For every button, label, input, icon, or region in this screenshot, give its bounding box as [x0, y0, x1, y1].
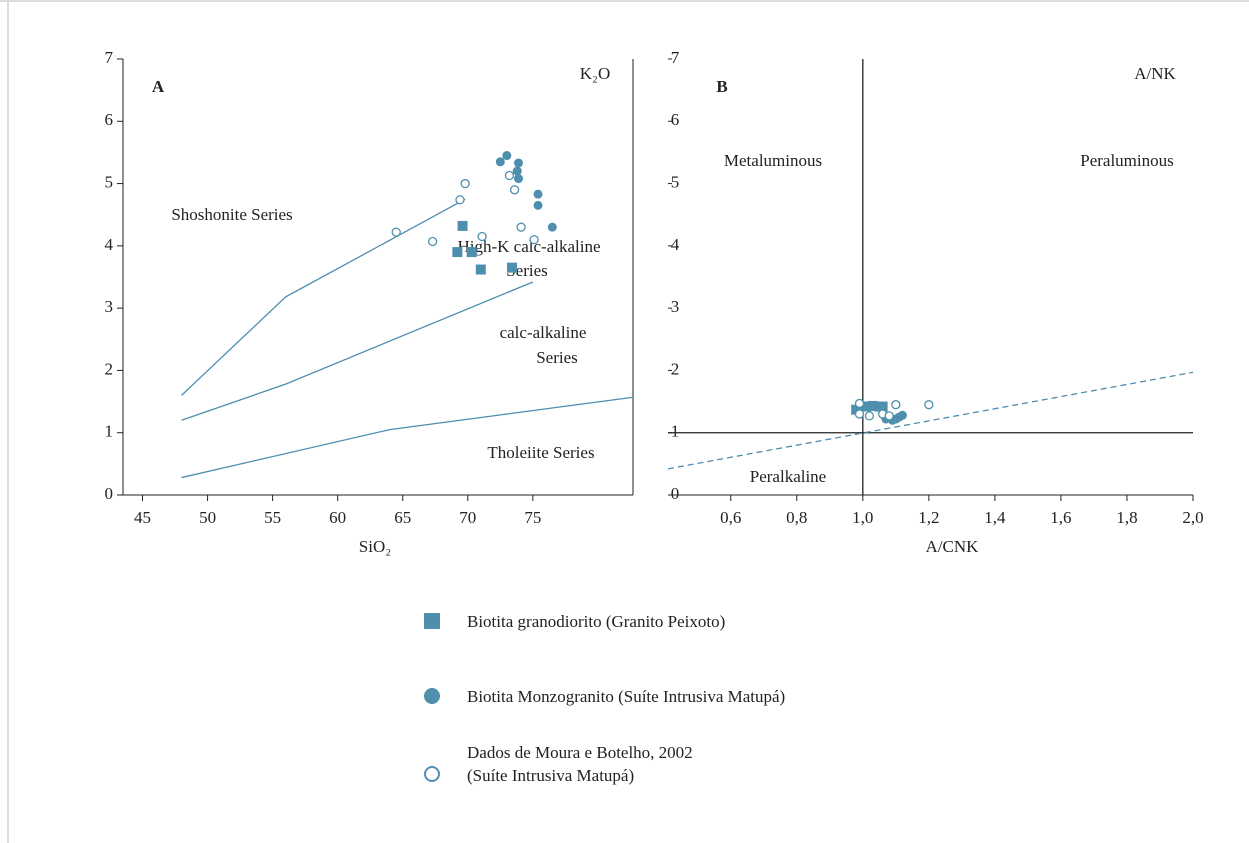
annotation: A	[152, 77, 165, 96]
point	[514, 158, 524, 168]
x-tick-label: 1,6	[1050, 508, 1071, 527]
x-tick-label: 0,8	[786, 508, 807, 527]
point	[861, 401, 872, 412]
boundary-line	[181, 396, 634, 479]
x-tick-label: 1,2	[918, 508, 939, 527]
y-tick-label: 3	[671, 297, 680, 316]
point	[884, 411, 894, 421]
y-tick-label: 5	[105, 172, 114, 191]
y-tick-label: 5	[671, 172, 680, 191]
point	[460, 178, 470, 189]
point	[507, 262, 518, 273]
annotation: Peraluminous	[1080, 151, 1174, 170]
annotation: Metaluminous	[724, 151, 822, 170]
y-tick-label: 0	[671, 484, 680, 503]
x-tick-label: 1,0	[852, 508, 873, 527]
legend-marker	[424, 766, 440, 782]
y-tick-label: 3	[105, 297, 114, 316]
legend-label: Biotita granodiorito (Granito Peixoto)	[467, 612, 726, 631]
x-tick-label: 2,0	[1182, 508, 1203, 527]
point	[529, 234, 539, 245]
y-tick-label: 2	[105, 359, 114, 378]
boundary-line	[181, 198, 466, 396]
point	[533, 200, 543, 210]
y-tick-label: 0	[105, 484, 114, 503]
x-tick-label: 0,6	[720, 508, 741, 527]
point	[854, 398, 865, 409]
point	[502, 151, 512, 161]
x-tick-label: 50	[199, 508, 216, 527]
x-axis-label: SiO₂	[359, 537, 391, 556]
point	[512, 166, 522, 176]
x-tick-label: 70	[459, 508, 476, 527]
y-tick-label: 2	[671, 359, 680, 378]
x-tick-label: 1,4	[984, 508, 1006, 527]
legend-marker	[424, 688, 440, 704]
point	[509, 185, 520, 195]
y-tick-label: 7	[105, 48, 114, 67]
annotation: High-K calc-alkaline	[457, 237, 600, 256]
y-tick-label: 1	[671, 422, 680, 441]
point	[547, 222, 557, 232]
point	[455, 195, 465, 205]
x-tick-label: 1,8	[1116, 508, 1137, 527]
legend-marker	[424, 613, 440, 629]
legend-label: Dados de Moura e Botelho, 2002 (Suíte In…	[467, 743, 693, 785]
point	[854, 409, 865, 419]
point	[533, 189, 543, 199]
point	[514, 174, 524, 184]
y-tick-label: 4	[671, 235, 680, 254]
point	[457, 220, 468, 231]
x-tick-label: 65	[394, 508, 411, 527]
point	[452, 247, 463, 258]
x-tick-label: 45	[134, 508, 151, 527]
annotation: Shoshonite Series	[171, 205, 292, 224]
point	[466, 247, 477, 258]
point	[851, 404, 862, 415]
annotation: A/NK	[1134, 64, 1176, 83]
point	[891, 400, 901, 410]
point	[504, 170, 515, 181]
point	[864, 411, 875, 421]
x-axis-label: A/CNK	[926, 537, 980, 556]
point	[867, 400, 878, 411]
x-tick-label: 60	[329, 508, 346, 527]
annotation: Peralkaline	[750, 467, 826, 486]
point	[475, 264, 486, 275]
x-tick-label: 75	[524, 508, 541, 527]
point	[516, 222, 526, 232]
point	[877, 401, 888, 412]
boundary-line	[181, 281, 534, 421]
x-tick-label: 55	[264, 508, 281, 527]
y-tick-label: 6	[671, 110, 680, 129]
annotation: K₂O	[580, 64, 610, 83]
annotation: Tholeiite Series	[487, 443, 594, 462]
y-tick-label: 4	[105, 235, 114, 254]
y-tick-label: 7	[671, 48, 680, 67]
y-tick-label: 6	[105, 110, 114, 129]
legend-label: Biotita Monzogranito (Suíte Intrusiva Ma…	[467, 687, 786, 706]
point	[477, 231, 487, 242]
point	[391, 227, 401, 237]
annotation: B	[716, 77, 727, 96]
point	[897, 410, 907, 420]
point	[427, 236, 438, 247]
boundary-line	[667, 371, 1194, 470]
point	[924, 400, 934, 410]
point	[495, 157, 505, 167]
annotation: calc-alkaline	[500, 323, 587, 342]
y-tick-label: 1	[105, 422, 114, 441]
annotation: Series	[536, 348, 578, 367]
